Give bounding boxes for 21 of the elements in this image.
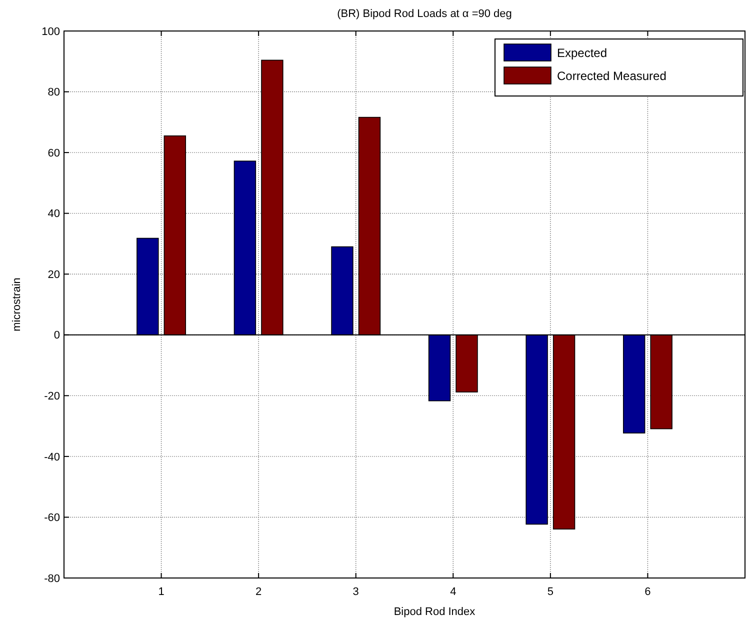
y-tick-label: 60 bbox=[48, 147, 60, 160]
x-tick-label: 3 bbox=[352, 586, 359, 598]
x-tick-label: 5 bbox=[547, 586, 554, 598]
x-tick-label: 6 bbox=[644, 586, 651, 598]
x-axis-title: Bipod Rod Index bbox=[394, 606, 476, 618]
y-tick-label: -40 bbox=[44, 451, 60, 464]
y-axis-title: microstrain bbox=[11, 278, 23, 332]
y-tick-label: 40 bbox=[48, 208, 60, 220]
y-tick-label: 0 bbox=[54, 330, 60, 342]
y-tick-label: -80 bbox=[44, 572, 60, 585]
chart-title: (BR) Bipod Rod Loads at α =90 deg bbox=[337, 8, 512, 20]
y-tick-label: -20 bbox=[44, 390, 60, 403]
x-tick-label: 1 bbox=[158, 586, 164, 598]
x-tick-label: 4 bbox=[450, 586, 456, 598]
y-tick-label: 80 bbox=[48, 86, 60, 99]
y-tick-label: 20 bbox=[48, 268, 60, 281]
y-tick-label: -60 bbox=[44, 512, 60, 524]
legend-label: Corrected Measured bbox=[557, 69, 666, 84]
y-tick-label: 100 bbox=[42, 26, 60, 38]
legend-label: Expected bbox=[557, 46, 608, 60]
x-tick-label: 2 bbox=[256, 586, 262, 598]
